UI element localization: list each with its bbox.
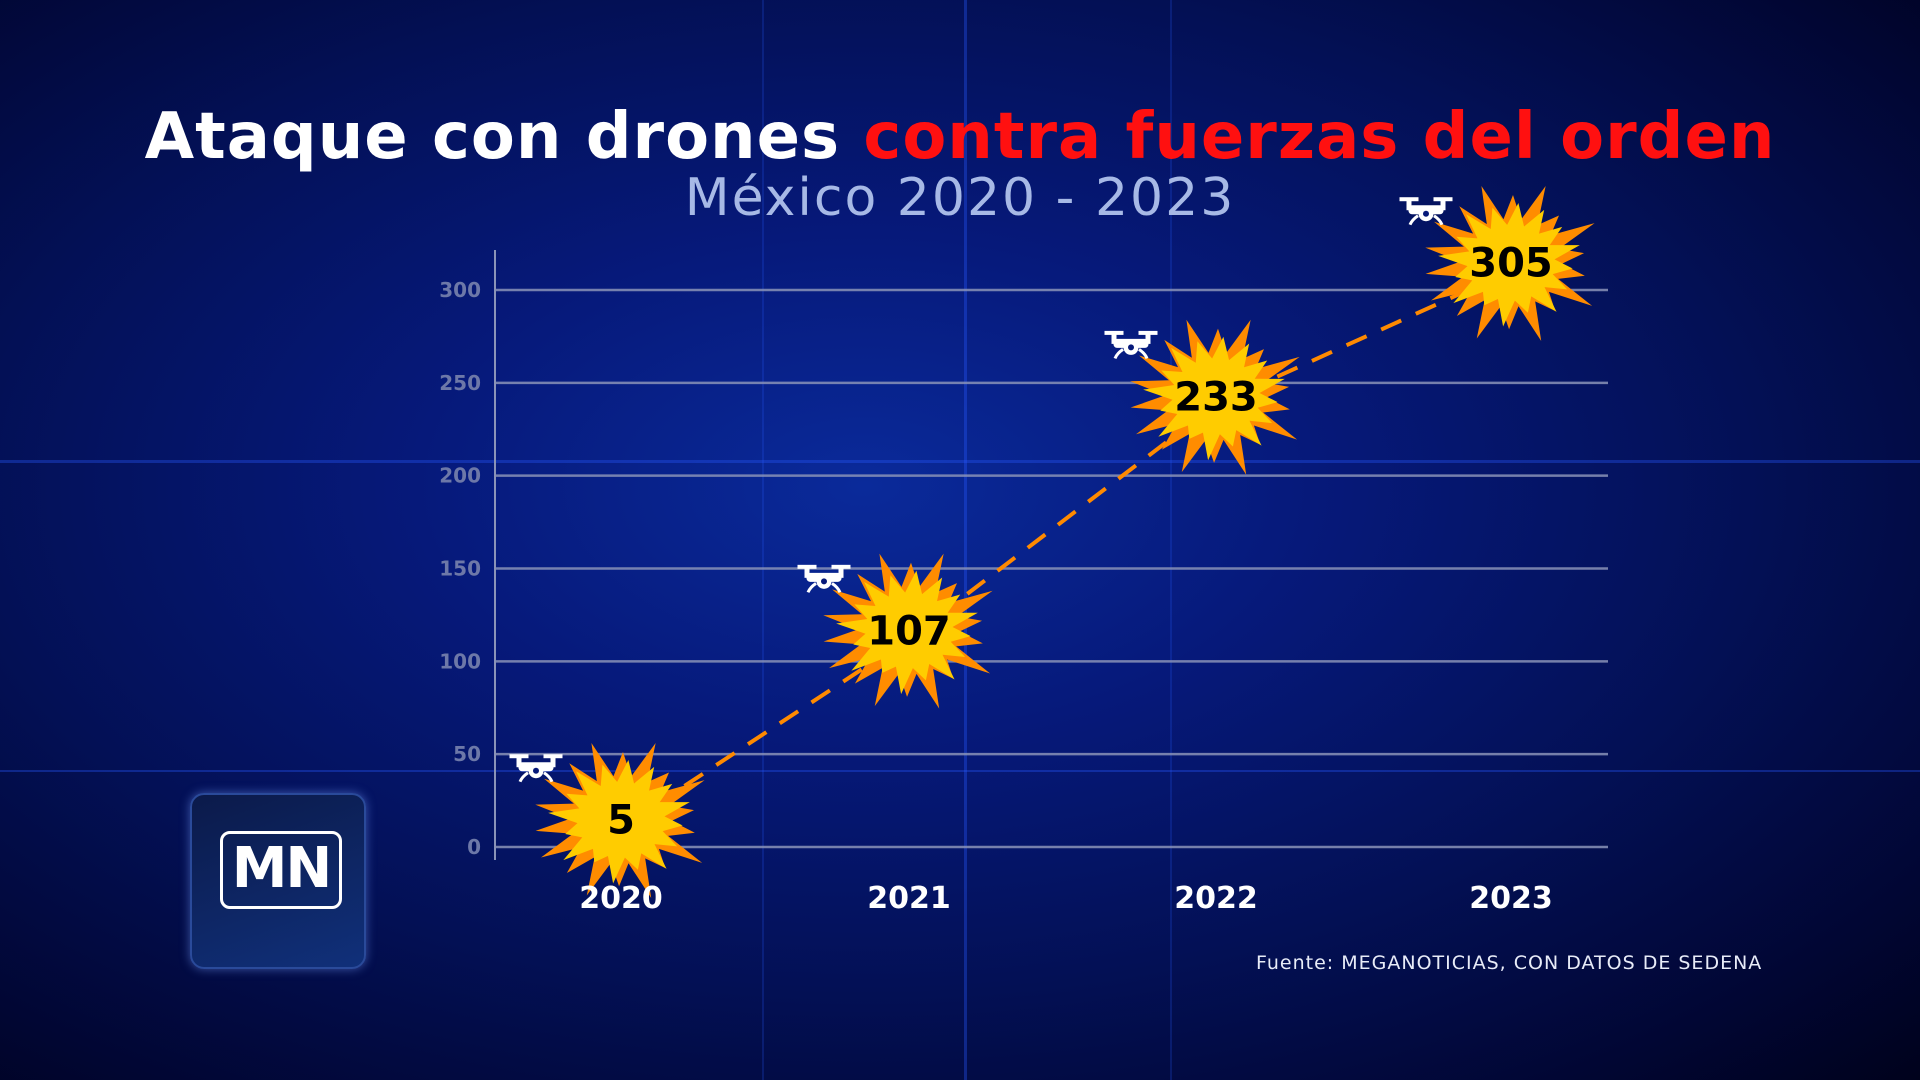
bg-line — [762, 0, 764, 1080]
title-red: contra fuerzas del orden — [863, 100, 1776, 174]
y-tick-label: 50 — [453, 742, 481, 766]
data-label: 305 — [1469, 241, 1553, 287]
burst-marker-inner — [836, 570, 978, 695]
y-tick-label: 150 — [439, 557, 481, 581]
chart-subtitle: México 2020 - 2023 — [684, 168, 1236, 228]
bg-line — [964, 0, 967, 1080]
burst-marker-inner — [548, 760, 690, 884]
drone-icon — [509, 754, 563, 783]
y-tick-label: 0 — [467, 835, 481, 859]
title-white: Ataque con drones — [144, 100, 841, 174]
drone-icon — [797, 564, 851, 593]
bg-line — [1170, 0, 1172, 1080]
chart-title: Ataque con drones contra fuerzas del ord… — [0, 100, 1920, 174]
bg-line — [0, 770, 1920, 772]
y-tick-label: 200 — [439, 464, 481, 488]
logo: MN — [190, 793, 366, 969]
data-label: 107 — [867, 608, 951, 654]
data-label: 233 — [1174, 374, 1258, 420]
x-tick-label: 2020 — [579, 881, 663, 916]
source-note: Fuente: MEGANOTICIAS, CON DATOS DE SEDEN… — [1256, 952, 1763, 974]
burst-marker-inner — [1438, 203, 1580, 327]
data-line — [619, 268, 1512, 830]
y-tick-label: 300 — [439, 278, 481, 302]
drone-icon — [1104, 330, 1158, 360]
y-tick-label: 250 — [439, 371, 481, 395]
bg-line — [0, 460, 1920, 463]
drone-icon — [1399, 197, 1453, 226]
y-tick-label: 100 — [439, 649, 481, 673]
x-tick-label: 2022 — [1174, 881, 1258, 916]
data-label: 5 — [607, 798, 635, 844]
x-tick-label: 2023 — [1469, 881, 1553, 916]
burst-marker-inner — [1143, 336, 1285, 461]
x-tick-label: 2021 — [867, 881, 951, 916]
logo-text: MN — [220, 831, 342, 909]
